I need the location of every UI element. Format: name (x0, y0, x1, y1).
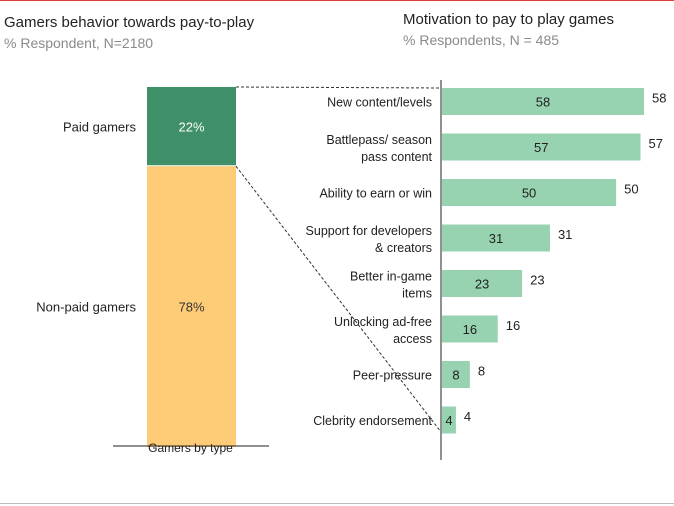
motivation-category-label: New content/levels (327, 96, 432, 110)
motivation-bar-outside-label: 57 (649, 136, 663, 151)
motivation-category-label: Clebrity endorsement (313, 414, 432, 428)
motivation-bar-outside-label: 50 (624, 182, 638, 197)
left-chart-subtitle: % Respondent, N=2180 (4, 35, 154, 51)
stacked-category-label: Paid gamers (63, 120, 136, 135)
motivation-bar (442, 406, 456, 434)
right-chart-subtitle: % Respondents, N = 485 (403, 32, 560, 48)
motivation-bar-outside-label: 4 (464, 409, 471, 424)
motivation-bar-outside-label: 8 (478, 364, 485, 379)
motivation-bar-outside-label: 31 (558, 227, 572, 242)
motivation-category-label: pass content (361, 150, 432, 164)
motivation-bar-outside-label: 16 (506, 318, 520, 333)
motivation-bar (442, 179, 617, 206)
motivation-bar-outside-label: 58 (652, 91, 666, 106)
stacked-segment-label: 22% (178, 120, 204, 135)
motivation-bar-inside-label: 31 (489, 231, 503, 246)
left-x-axis-label: Gamers by type (148, 441, 233, 455)
motivation-category-label: Better in-game (350, 270, 432, 284)
motivation-category-label: items (402, 287, 432, 301)
stacked-category-label: Non-paid gamers (36, 300, 136, 315)
top-accent-rule (0, 0, 674, 1)
motivation-bar-inside-label: 58 (536, 95, 550, 110)
motivation-bar-inside-label: 4 (445, 413, 452, 428)
motivation-bar-inside-label: 50 (522, 186, 536, 201)
left-chart-title: Gamers behavior towards pay-to-play (4, 14, 255, 31)
stacked-segment-paid (147, 87, 236, 167)
right-chart-title: Motivation to pay to play games (403, 11, 614, 28)
motivation-bar (442, 224, 550, 252)
motivation-category-label: Unlocking ad-free (334, 315, 432, 329)
motivation-category-label: access (393, 332, 432, 346)
connector-line-bottom (235, 165, 442, 433)
motivation-category-label: Peer-pressure (353, 369, 432, 383)
motivation-bar (442, 315, 498, 343)
motivation-category-label: Support for developers (306, 224, 432, 238)
motivation-bar-inside-label: 8 (452, 368, 459, 383)
motivation-bar (442, 88, 644, 115)
motivation-bar (442, 361, 470, 388)
motivation-bar-inside-label: 57 (534, 140, 548, 155)
motivation-category-label: & creators (375, 241, 432, 255)
motivation-bar-inside-label: 16 (463, 322, 477, 337)
stacked-segment-nonpaid (147, 166, 236, 447)
motivation-bar-outside-label: 23 (530, 273, 544, 288)
bottom-rule (0, 503, 674, 504)
motivation-bar (442, 270, 523, 297)
motivation-category-label: Battlepass/ season (326, 133, 432, 147)
motivation-bar-inside-label: 23 (475, 277, 489, 292)
motivation-category-label: Ability to earn or win (319, 187, 432, 201)
connector-line-top (235, 86, 442, 89)
motivation-bar (442, 133, 641, 161)
stacked-segment-label: 78% (178, 300, 204, 315)
